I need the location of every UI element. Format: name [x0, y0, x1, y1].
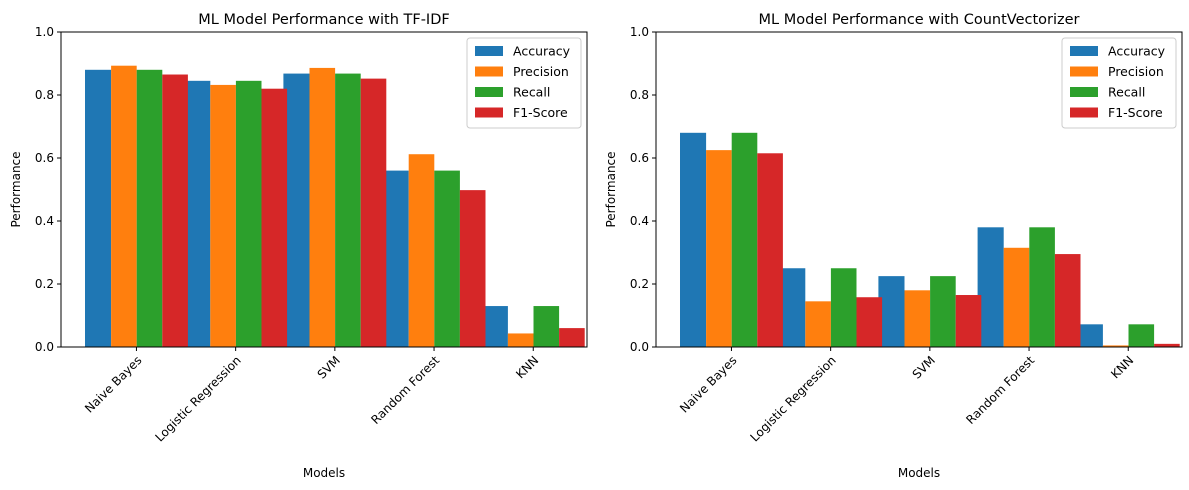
legend-label: F1-Score: [513, 105, 568, 120]
bar-recall-naive-bayes: [731, 132, 758, 347]
bar-precision-random-forest: [408, 154, 435, 347]
bar-accuracy-svm: [878, 276, 905, 348]
legend-label: Accuracy: [1108, 44, 1166, 59]
bar-recall-logistic-regression: [235, 80, 262, 347]
bar-f1-score-svm: [955, 295, 982, 347]
bar-precision-knn: [507, 333, 534, 347]
y-axis: 0.0 0.2 0.4 0.6 0.8 1.0: [35, 25, 61, 354]
bar-accuracy-naive-bayes: [680, 132, 707, 347]
bar-precision-naive-bayes: [706, 150, 732, 348]
y-tick-label: 0.2: [35, 277, 54, 291]
legend-label: Recall: [1108, 85, 1145, 100]
y-tick-label: 0.4: [630, 214, 649, 228]
bar-accuracy-knn: [481, 306, 508, 347]
bar-recall-logistic-regression: [830, 268, 857, 347]
bar-accuracy-svm: [283, 73, 310, 347]
legend-swatch: [1070, 87, 1098, 97]
y-axis-label: Performance: [604, 151, 618, 227]
bar-f1-score-random-forest: [459, 190, 486, 347]
legend-swatch: [475, 87, 503, 97]
bar-recall-knn: [1128, 324, 1155, 347]
x-axis-label: Models: [303, 466, 345, 480]
bar-precision-logistic-regression: [210, 84, 236, 348]
bar-accuracy-random-forest: [977, 227, 1004, 347]
x-axis-label: Models: [898, 466, 940, 480]
legend-box: [1061, 37, 1177, 129]
bar-precision-knn: [1102, 345, 1129, 347]
chart-title: ML Model Performance with CountVectorize…: [759, 12, 1080, 28]
bar-recall-random-forest: [434, 170, 460, 347]
bar-recall-svm: [930, 276, 956, 348]
bars: [680, 132, 1180, 348]
bar-precision-naive-bayes: [111, 65, 137, 347]
bars: [85, 65, 585, 348]
bar-f1-score-random-forest: [1054, 254, 1081, 347]
bar-precision-svm: [309, 67, 336, 347]
legend-swatch: [1070, 46, 1098, 56]
legend-box: [466, 37, 582, 129]
axes-frame: [655, 31, 1183, 348]
y-tick-label: 1.0: [630, 25, 649, 39]
y-tick-label: 0.8: [35, 88, 54, 102]
legend-label: Precision: [513, 64, 569, 79]
chart-title: ML Model Performance with TF-IDF: [198, 12, 449, 28]
y-tick-label: 0.2: [630, 277, 649, 291]
bar-f1-score-logistic-regression: [856, 297, 883, 347]
legend-swatch: [475, 66, 503, 77]
y-tick-label: 0.0: [630, 340, 649, 354]
bar-accuracy-knn: [1076, 324, 1103, 347]
bar-recall-svm: [335, 73, 361, 347]
bar-accuracy-naive-bayes: [85, 69, 112, 348]
bar-recall-random-forest: [1029, 227, 1055, 347]
bar-f1-score-logistic-regression: [261, 88, 288, 347]
y-tick-label: 0.6: [35, 151, 54, 165]
bar-f1-score-naive-bayes: [162, 74, 188, 348]
bar-accuracy-logistic-regression: [184, 80, 211, 347]
legend-swatch: [1070, 66, 1098, 77]
chart-countvectorizer: ML Model Performance with CountVectorize…: [604, 12, 1183, 480]
bar-f1-score-naive-bayes: [757, 153, 783, 347]
bar-recall-knn: [533, 306, 560, 347]
legend-label: F1-Score: [1108, 105, 1163, 120]
legend-label: Accuracy: [513, 44, 571, 59]
legend: Accuracy Precision Recall F1-Score: [1061, 37, 1177, 129]
y-tick-label: 1.0: [35, 25, 54, 39]
legend-swatch: [475, 46, 503, 56]
y-axis: 0.0 0.2 0.4 0.6 0.8 1.0: [630, 25, 656, 354]
y-tick-label: 0.6: [630, 151, 649, 165]
bar-precision-random-forest: [1003, 247, 1030, 347]
y-tick-label: 0.4: [35, 214, 54, 228]
y-axis-label: Performance: [9, 151, 23, 227]
axes-frame: [60, 31, 588, 348]
legend-swatch: [1070, 107, 1098, 118]
legend: Accuracy Precision Recall F1-Score: [466, 37, 582, 129]
legend-swatch: [475, 107, 503, 118]
legend-label: Recall: [513, 85, 550, 100]
bar-f1-score-knn: [1154, 343, 1180, 347]
y-tick-label: 0.0: [35, 340, 54, 354]
bar-accuracy-logistic-regression: [779, 268, 806, 347]
bar-f1-score-svm: [360, 78, 387, 348]
bar-recall-naive-bayes: [136, 69, 163, 348]
legend-label: Precision: [1108, 64, 1164, 79]
y-tick-label: 0.8: [630, 88, 649, 102]
bar-precision-svm: [904, 290, 931, 347]
bar-f1-score-knn: [559, 328, 585, 347]
bar-accuracy-random-forest: [382, 170, 409, 347]
bar-precision-logistic-regression: [805, 301, 831, 347]
